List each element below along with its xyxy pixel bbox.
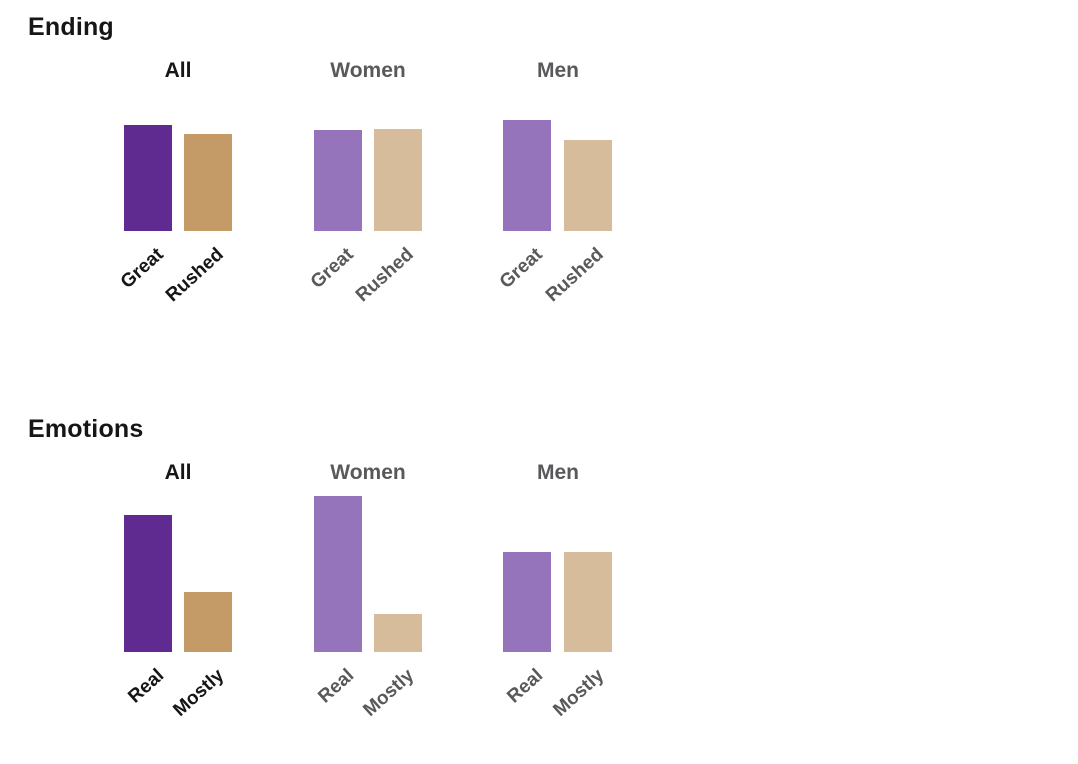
xlabel-ending-all-rushed: Rushed — [162, 244, 229, 307]
xlabel-emotions-women-real: Real — [314, 665, 359, 708]
xlabel-emotions-men-real: Real — [503, 665, 548, 708]
group-header-ending-women: Women — [330, 59, 406, 82]
bar-ending-women-great — [314, 130, 362, 231]
section-title-ending: Ending — [28, 13, 114, 41]
xlabel-ending-women-rushed: Rushed — [352, 244, 419, 307]
section-title-emotions: Emotions — [28, 415, 144, 443]
xlabel-ending-women-great: Great — [307, 244, 359, 293]
xlabel-emotions-all-mostly: Mostly — [169, 665, 229, 721]
group-header-ending-all: All — [164, 59, 192, 82]
group-header-ending-men: Men — [537, 59, 579, 82]
group-header-emotions-men: Men — [537, 461, 579, 484]
xlabel-ending-men-great: Great — [496, 244, 548, 293]
bar-ending-men-rushed — [564, 140, 612, 231]
xlabel-ending-all-great: Great — [117, 244, 169, 293]
bar-emotions-men-mostly — [564, 552, 612, 652]
group-header-emotions-women: Women — [330, 461, 406, 484]
bar-emotions-men-real — [503, 552, 551, 652]
xlabel-emotions-women-mostly: Mostly — [359, 665, 419, 721]
xlabel-emotions-all-real: Real — [124, 665, 169, 708]
bar-emotions-all-mostly — [184, 592, 232, 652]
bar-emotions-women-real — [314, 496, 362, 652]
bar-ending-men-great — [503, 120, 551, 231]
bar-ending-women-rushed — [374, 129, 422, 231]
xlabel-emotions-men-mostly: Mostly — [549, 665, 609, 721]
bar-emotions-women-mostly — [374, 614, 422, 652]
bar-ending-all-great — [124, 125, 172, 231]
bar-ending-all-rushed — [184, 134, 232, 231]
bar-emotions-all-real — [124, 515, 172, 652]
xlabel-ending-men-rushed: Rushed — [542, 244, 609, 307]
group-header-emotions-all: All — [164, 461, 192, 484]
